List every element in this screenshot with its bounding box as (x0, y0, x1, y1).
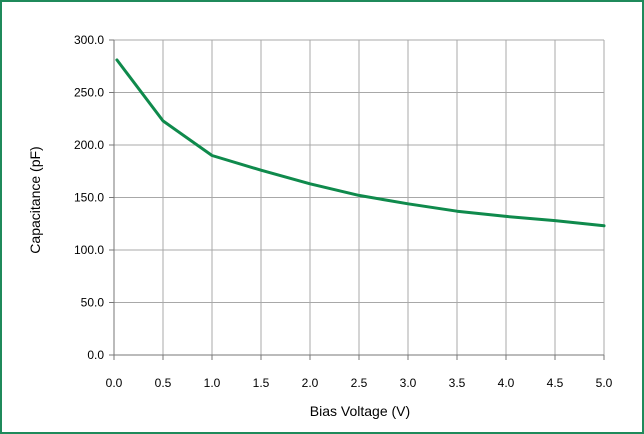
y-tick-label: 250.0 (74, 86, 104, 100)
y-axis-title: Capacitance (pF) (27, 146, 43, 253)
y-tick-label: 150.0 (74, 191, 104, 205)
x-tick-label: 0.0 (106, 376, 123, 390)
x-tick-label: 5.0 (596, 376, 613, 390)
y-tick-label: 50.0 (81, 296, 105, 310)
x-tick-label: 4.0 (498, 376, 515, 390)
y-tick-label: 300.0 (74, 33, 104, 47)
y-tick-labels: 0.0 50.0 100.0 150.0 200.0 250.0 300.0 (74, 33, 104, 362)
x-tick-label: 3.0 (400, 376, 417, 390)
x-tick-label: 2.5 (351, 376, 368, 390)
x-tick-label: 1.0 (204, 376, 221, 390)
grid (113, 39, 605, 356)
x-tick-labels: 0.0 0.5 1.0 1.5 2.0 2.5 3.0 3.5 4.0 4.5 5.0 (106, 376, 613, 390)
y-tick-label: 100.0 (74, 243, 104, 257)
axes (109, 39, 605, 360)
series-line (115, 58, 606, 228)
x-tick-label: 3.5 (449, 376, 466, 390)
x-axis-title: Bias Voltage (V) (310, 403, 410, 419)
y-tick-label: 200.0 (74, 138, 104, 152)
y-tick-label: 0.0 (87, 348, 104, 362)
x-tick-label: 4.5 (547, 376, 564, 390)
x-tick-label: 2.0 (302, 376, 319, 390)
x-tick-label: 0.5 (155, 376, 172, 390)
x-tick-label: 1.5 (253, 376, 270, 390)
series-layer (115, 58, 606, 228)
